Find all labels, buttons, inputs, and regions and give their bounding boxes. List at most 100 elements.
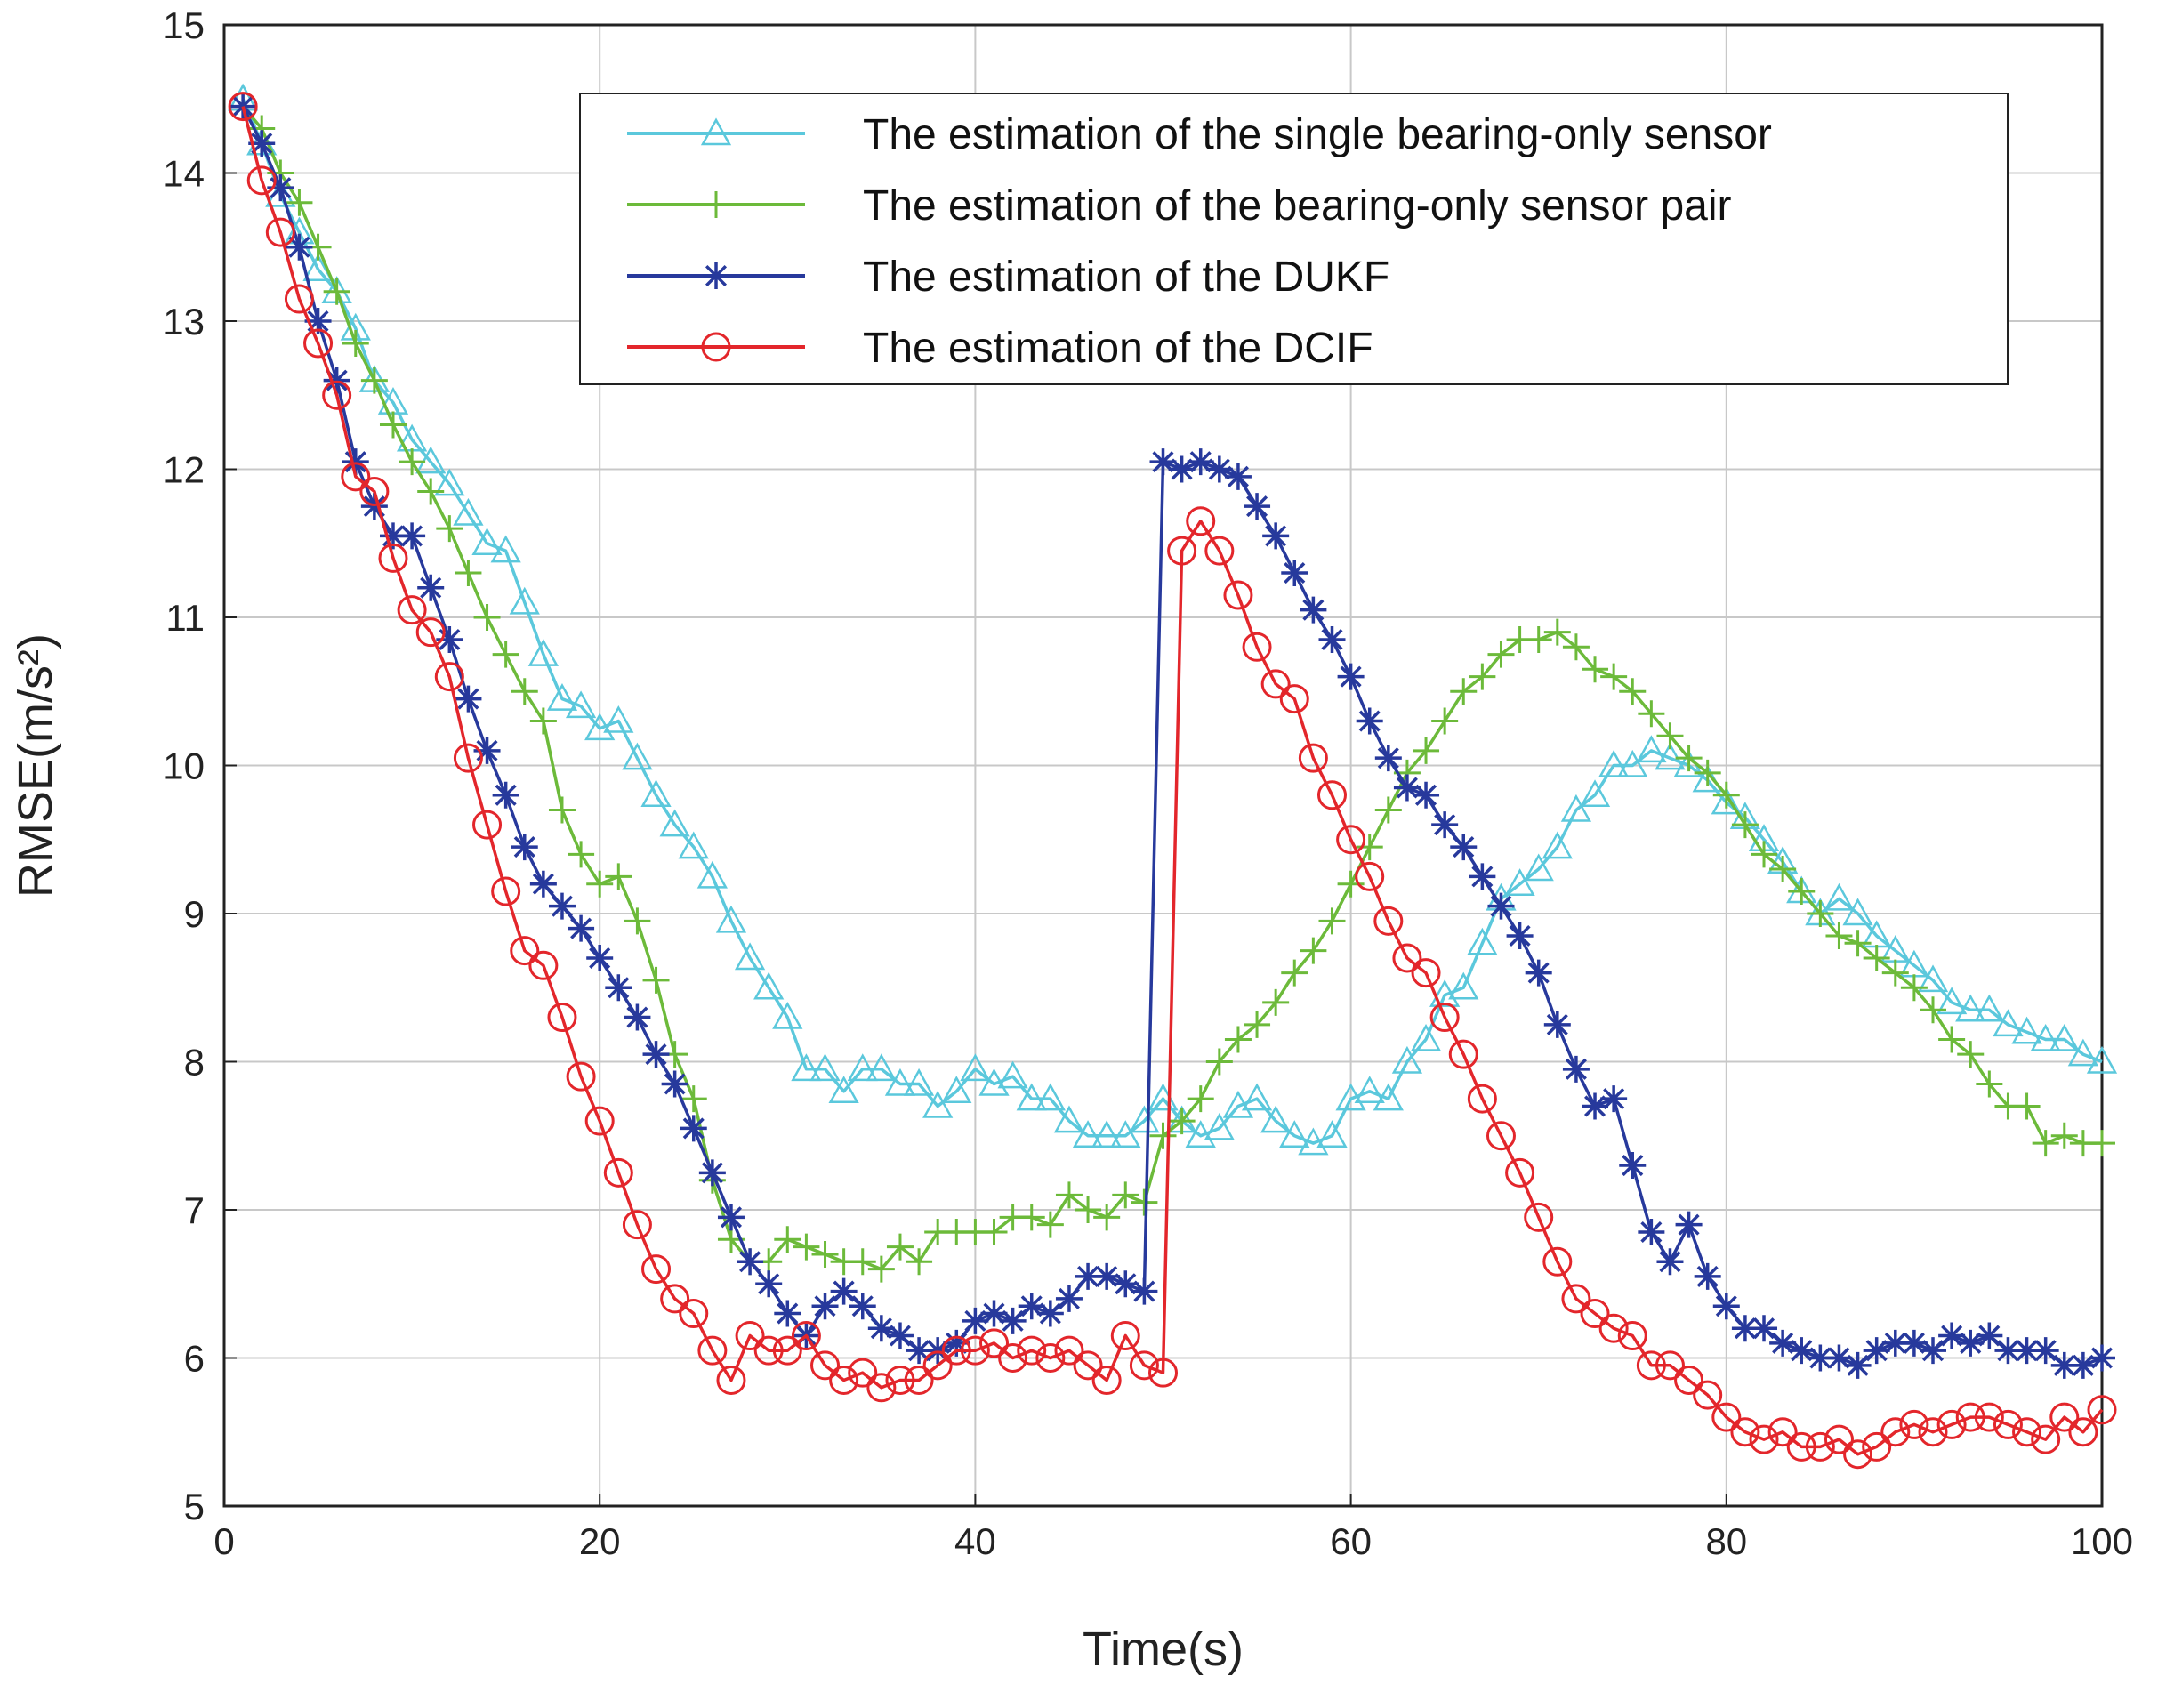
data-point <box>1974 994 2005 1022</box>
data-point <box>642 1041 670 1068</box>
y-tick-label: 10 <box>163 745 205 787</box>
x-tick-label: 0 <box>213 1520 234 1562</box>
data-point <box>1410 1023 1442 1051</box>
data-point <box>1769 1329 1797 1357</box>
x-tick-label: 100 <box>2071 1520 2133 1562</box>
legend-item: The estimation of the single bearing-onl… <box>627 111 1772 158</box>
data-point <box>323 278 350 305</box>
data-point <box>2067 1038 2099 1067</box>
data-point <box>641 1254 672 1285</box>
data-point <box>417 478 445 505</box>
data-point <box>1035 1083 1066 1111</box>
data-point <box>1149 1122 1177 1149</box>
data-point <box>1674 1365 1704 1395</box>
data-point <box>1413 737 1440 764</box>
data-point <box>1300 937 1327 964</box>
data-point <box>304 308 332 334</box>
data-point <box>1805 1431 1835 1462</box>
data-point <box>1862 1431 1892 1462</box>
data-point <box>1373 1083 1404 1111</box>
data-point <box>1504 868 1535 896</box>
data-point <box>1936 1409 1967 1439</box>
data-point <box>1844 1351 1872 1379</box>
data-point <box>998 1343 1028 1373</box>
data-point <box>1561 1284 1591 1314</box>
data-point <box>546 683 578 711</box>
data-point <box>434 468 465 496</box>
data-point <box>978 1068 1010 1096</box>
data-point <box>1129 1105 1160 1133</box>
data-point <box>1974 1402 2004 1432</box>
data-point <box>453 743 483 773</box>
data-point <box>809 1053 841 1082</box>
data-point <box>2049 1023 2080 1051</box>
data-point <box>1711 786 1742 815</box>
data-point <box>640 779 672 808</box>
data-point <box>697 1335 728 1366</box>
data-point <box>734 942 766 971</box>
data-point <box>1298 1127 1329 1156</box>
legend-marker <box>700 117 732 146</box>
data-point <box>2030 1023 2061 1051</box>
data-point <box>359 476 390 506</box>
data-point <box>1751 1315 1778 1342</box>
data-point <box>511 678 538 705</box>
data-point <box>1543 618 1571 646</box>
data-point <box>1600 663 1628 690</box>
data-point <box>1224 463 1252 490</box>
data-point <box>1450 678 1478 705</box>
data-point <box>884 1068 916 1096</box>
data-point <box>1354 1076 1385 1104</box>
data-point <box>1316 780 1347 810</box>
data-point <box>1751 841 1778 868</box>
data-point <box>342 448 369 476</box>
data-point <box>1560 794 1592 822</box>
data-point <box>568 841 595 868</box>
data-point <box>322 380 352 410</box>
data-point <box>302 254 334 281</box>
y-tick-label: 5 <box>184 1486 205 1527</box>
data-point <box>1131 1188 1158 1216</box>
data-point <box>1917 964 1949 993</box>
data-point <box>1655 1350 1685 1381</box>
data-point <box>1825 922 1853 949</box>
data-point <box>980 1218 1008 1245</box>
data-point <box>1579 779 1611 808</box>
series-plus <box>229 93 2115 1283</box>
data-point <box>1807 900 1834 927</box>
data-point <box>1994 1337 2022 1365</box>
data-point <box>1786 1431 1816 1462</box>
data-point <box>1093 1204 1121 1231</box>
data-point <box>1429 979 1461 1007</box>
data-point <box>906 1248 933 1276</box>
data-point <box>753 971 785 1000</box>
data-point <box>791 1053 822 1082</box>
data-point <box>1262 988 1290 1016</box>
data-point <box>528 950 559 980</box>
data-point <box>1054 1335 1084 1366</box>
data-point <box>1656 1248 1684 1276</box>
data-point <box>1036 1211 1064 1238</box>
data-point <box>473 737 501 764</box>
legend-item: The estimation of the DUKF <box>627 254 1389 301</box>
data-point <box>1018 1204 1045 1231</box>
data-point <box>680 1115 707 1142</box>
data-point <box>1260 669 1291 699</box>
legend-box <box>579 93 2009 385</box>
data-point <box>1824 882 1855 911</box>
data-point <box>659 809 690 837</box>
data-point <box>527 639 559 666</box>
data-point <box>1413 781 1440 809</box>
data-point <box>1807 1344 1834 1372</box>
data-point <box>941 1076 972 1104</box>
y-tick-label: 12 <box>163 449 205 491</box>
data-point <box>455 560 482 587</box>
data-point <box>753 1335 784 1366</box>
data-point <box>323 367 350 394</box>
data-point <box>1072 1120 1104 1148</box>
data-point <box>1469 863 1496 890</box>
legend: The estimation of the single bearing-onl… <box>579 93 2009 385</box>
data-point <box>1993 1409 2023 1439</box>
data-point <box>1844 930 1872 957</box>
data-point <box>1525 625 1552 653</box>
